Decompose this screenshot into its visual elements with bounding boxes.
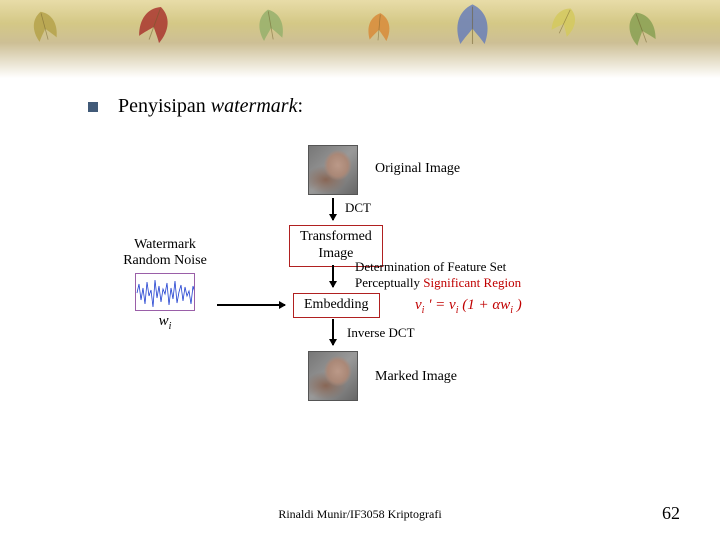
- node-original-image: [308, 145, 358, 200]
- feature-l2b: Significant Region: [423, 275, 521, 290]
- embedding-label: Embedding: [304, 297, 369, 312]
- transformed-l2: Image: [318, 246, 353, 261]
- wm-var: w: [159, 313, 169, 329]
- arrow-dct: [332, 198, 334, 220]
- title-plain: Penyisipan: [118, 95, 211, 117]
- box-embedding: Embedding: [293, 293, 380, 318]
- title-bullet: [88, 102, 98, 112]
- watermark-l2: Random Noise: [115, 253, 215, 269]
- footer-text: Rinaldi Munir/IF3058 Kriptografi: [0, 507, 720, 522]
- arrow-inverse-dct: [332, 319, 334, 345]
- lena-image-icon: [308, 145, 358, 195]
- title-italic: watermark: [211, 95, 298, 117]
- label-dct: DCT: [345, 200, 371, 216]
- transformed-l1: Transformed: [300, 229, 372, 244]
- label-inverse-dct: Inverse DCT: [347, 325, 415, 341]
- arrow-watermark-in: [217, 304, 285, 306]
- leaf-icon: [130, 2, 178, 50]
- label-marked-image: Marked Image: [375, 369, 457, 385]
- page-number: 62: [662, 503, 680, 524]
- formula: vi ' = vi (1 + αwi ): [415, 297, 522, 316]
- arrow-to-embedding: [332, 265, 334, 287]
- watermark-var: wi: [115, 313, 215, 332]
- label-original-image: Original Image: [375, 161, 460, 177]
- leaf-icon: [620, 8, 664, 52]
- wm-sub: i: [169, 321, 172, 332]
- leaf-icon: [545, 4, 583, 42]
- leaf-icon: [360, 10, 398, 48]
- node-marked-image: [308, 351, 358, 406]
- feature-l2a: Perceptually: [355, 275, 423, 290]
- label-feature-set: Determination of Feature Set Perceptuall…: [355, 259, 521, 292]
- leaf-icon: [25, 8, 65, 48]
- lena-marked-icon: [308, 351, 358, 401]
- leaf-icon: [250, 6, 292, 48]
- node-embedding: Embedding: [293, 293, 380, 318]
- flowchart: Original Image DCT Transformed Image Det…: [55, 145, 615, 465]
- slide-title-row: Penyisipan watermark:: [88, 95, 303, 118]
- title-suffix: :: [297, 95, 303, 117]
- noise-icon: [135, 273, 195, 311]
- watermark-l1: Watermark: [115, 237, 215, 253]
- feature-l1: Determination of Feature Set: [355, 259, 506, 274]
- leaf-icon: [445, 0, 500, 55]
- node-watermark: Watermark Random Noise wi: [115, 237, 215, 332]
- slide-title: Penyisipan watermark:: [118, 95, 303, 118]
- decorative-banner: [0, 0, 720, 78]
